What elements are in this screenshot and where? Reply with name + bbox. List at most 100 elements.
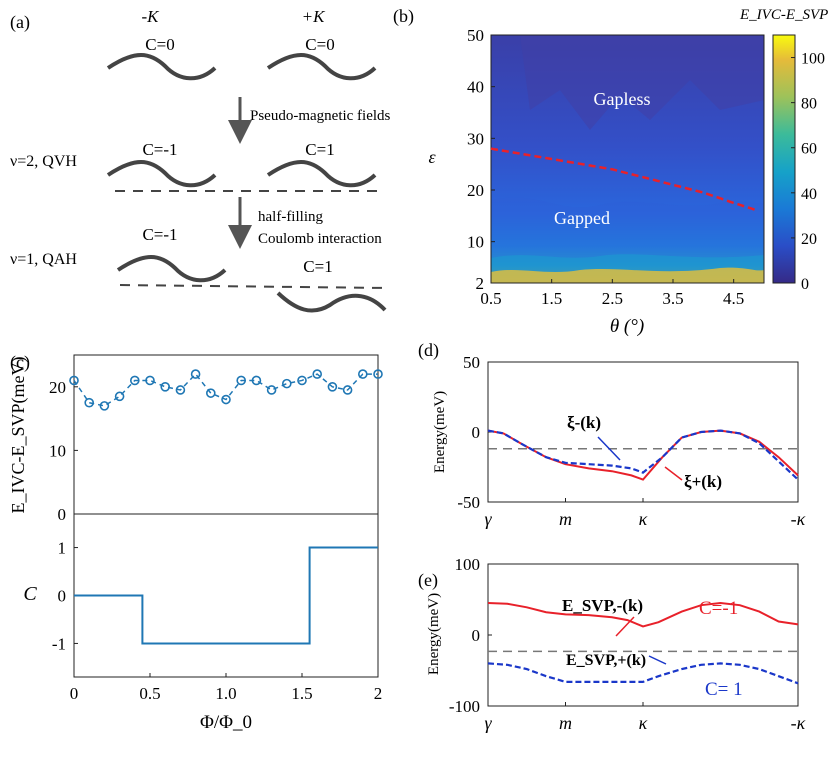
xi-plus-label: ξ+(k): [684, 472, 722, 491]
chern-label-qvh-right: C=1: [305, 140, 334, 159]
e-x-tick-label: γ: [484, 713, 492, 733]
d-x-ticks: γ m κ -κ: [484, 498, 806, 529]
gap-series-points: [69, 369, 383, 411]
colorbar-gradient: [772, 34, 796, 284]
heatmap-contour-bottom: [491, 267, 764, 283]
c-bottom-y-tick-label: -1: [52, 634, 66, 653]
heatmap-x-tick-label: 4.5: [723, 289, 744, 308]
arrow-label-half-filling: half-filling: [258, 209, 323, 225]
gap-data-point: [236, 375, 246, 386]
colorbar-tick-label: 60: [801, 141, 817, 158]
panel-label-d: (d): [418, 340, 439, 361]
heatmap-y-tick-label: 50: [467, 26, 484, 45]
c-bottom-x-tick-label: 0: [70, 684, 79, 703]
gap-data-point: [266, 385, 277, 395]
gap-data-point: [145, 375, 155, 386]
e-x-tick-label: -κ: [791, 713, 806, 733]
e-x-tick-label: m: [559, 713, 572, 733]
panel-label-b: (b): [393, 6, 414, 27]
gap-data-point: [160, 381, 170, 392]
heatmap-y-tick-label: 10: [467, 233, 484, 252]
heatmap-y-tick-label: 40: [467, 78, 484, 97]
panel-c: (c) 0 10 20 E_IVC-E_SVP(meV) -1 0 1 0 0.5 1.0 1…: [8, 352, 383, 733]
c-bottom-x-tick-label: 1.0: [215, 684, 236, 703]
d-x-tick-label: m: [559, 509, 572, 529]
heatmap-y-tick-label: 20: [467, 181, 484, 200]
gap-data-point: [297, 375, 307, 386]
chern-label-top-left: C=0: [145, 35, 174, 54]
e-y-tick-label: -100: [449, 697, 480, 716]
c-minus-label: C=-1: [699, 598, 738, 619]
panel-label-e: (e): [418, 570, 438, 591]
panel-d: (d) -50 0 50 γ m κ -κ ξ-(k) ξ+(k) Energy(meV): [418, 340, 806, 529]
band-qah-right: [276, 291, 387, 313]
colorbar: 0 20 40 60 80 100 E_IVC-E_SVP: [739, 7, 828, 293]
band-qvh-left: [106, 160, 217, 188]
heatmap-x-tick-label: 0.5: [480, 289, 501, 308]
heatmap-x-tick-label: 2.5: [602, 289, 623, 308]
energy-gap-plot: 0 10 20 E_IVC-E_SVP(meV): [8, 354, 383, 524]
e-y-ticks: -100 0 100: [449, 555, 492, 716]
gap-data-point: [251, 375, 262, 386]
panel-a: (a) -K +K C=0 C=0 Pseudo-magnetic fields…: [10, 7, 391, 313]
d-y-label: Energy(meV): [432, 391, 448, 473]
heatmap-y-label: ε: [428, 147, 436, 167]
fermi-level-qah: [119, 284, 389, 289]
e-y-tick-label: 0: [472, 626, 481, 645]
c-top-y-tick-label: 20: [49, 378, 66, 397]
e-frame: [487, 563, 799, 707]
gap-series-line: [73, 372, 378, 407]
chern-label-qvh-left: C=-1: [142, 140, 177, 159]
d-x-tick-label: -κ: [791, 509, 806, 529]
c-bottom-x-label: Φ/Φ_0: [200, 712, 252, 733]
colorbar-tick-label: 40: [801, 186, 817, 203]
d-y-ticks: -50 0 50: [457, 353, 492, 512]
gap-data-point: [281, 378, 292, 389]
gap-data-point: [114, 391, 125, 402]
band-top-right: [266, 53, 377, 81]
gap-data-point: [357, 369, 368, 379]
e-svp-minus-pointer: [615, 616, 635, 637]
e-svp-minus-label: E_SVP,-(k): [562, 596, 643, 615]
band-qah-left: [116, 255, 227, 283]
gap-data-point: [342, 385, 353, 395]
d-frame: [487, 361, 799, 503]
c-top-y-ticks: 0 10 20: [49, 378, 78, 524]
c-top-y-tick-label: 10: [49, 441, 66, 460]
region-label-gapless: Gapless: [594, 89, 651, 109]
e-svp-plus-curve: [487, 662, 799, 685]
xi-minus-label: ξ-(k): [567, 413, 601, 432]
chern-series-line: [74, 546, 378, 645]
d-y-tick-label: 0: [472, 423, 481, 442]
panel-b: (b) Gapless Gapped 0.5 1.5 2.5 3.5 4.5 2 10 20…: [393, 6, 828, 337]
chern-number-plot: -1 0 1 0 0.5 1.0 1.5 2 C Φ/Φ_0: [23, 513, 382, 733]
chern-label-top-right: C=0: [305, 35, 334, 54]
e-svp-plus-pointer: [648, 655, 667, 665]
heatmap-frame: [490, 34, 765, 284]
state-label-qah: ν=1, QAH: [10, 251, 77, 268]
state-label-qvh: ν=2, QVH: [10, 153, 77, 170]
xi-minus-curve: [487, 429, 799, 481]
heatmap-x-ticks: 0.5 1.5 2.5 3.5 4.5: [480, 279, 744, 308]
d-x-tick-label: κ: [639, 509, 648, 529]
colorbar-tick-label: 100: [801, 51, 825, 68]
gap-data-point: [190, 369, 201, 379]
gap-data-point: [69, 375, 79, 386]
arrow-label-pseudo-magnetic: Pseudo-magnetic fields: [250, 108, 391, 124]
c-bottom-x-tick-label: 0.5: [139, 684, 160, 703]
colorbar-tick-label: 0: [801, 276, 809, 293]
e-y-tick-label: 100: [455, 555, 481, 574]
gap-data-point: [221, 394, 231, 405]
valley-label-minus-k: -K: [142, 7, 161, 26]
xi-minus-pointer: [597, 436, 621, 461]
heatmap-contour-upper: [491, 35, 764, 130]
xi-plus-pointer: [664, 466, 683, 481]
gap-data-point: [327, 381, 338, 392]
colorbar-tick-label: 80: [801, 96, 817, 113]
heatmap-y-tick-label: 30: [467, 129, 484, 148]
gap-data-point: [312, 369, 323, 379]
heatmap-y-tick-label: 2: [476, 274, 485, 293]
d-y-tick-label: -50: [457, 493, 480, 512]
heatmap-x-tick-label: 3.5: [662, 289, 683, 308]
